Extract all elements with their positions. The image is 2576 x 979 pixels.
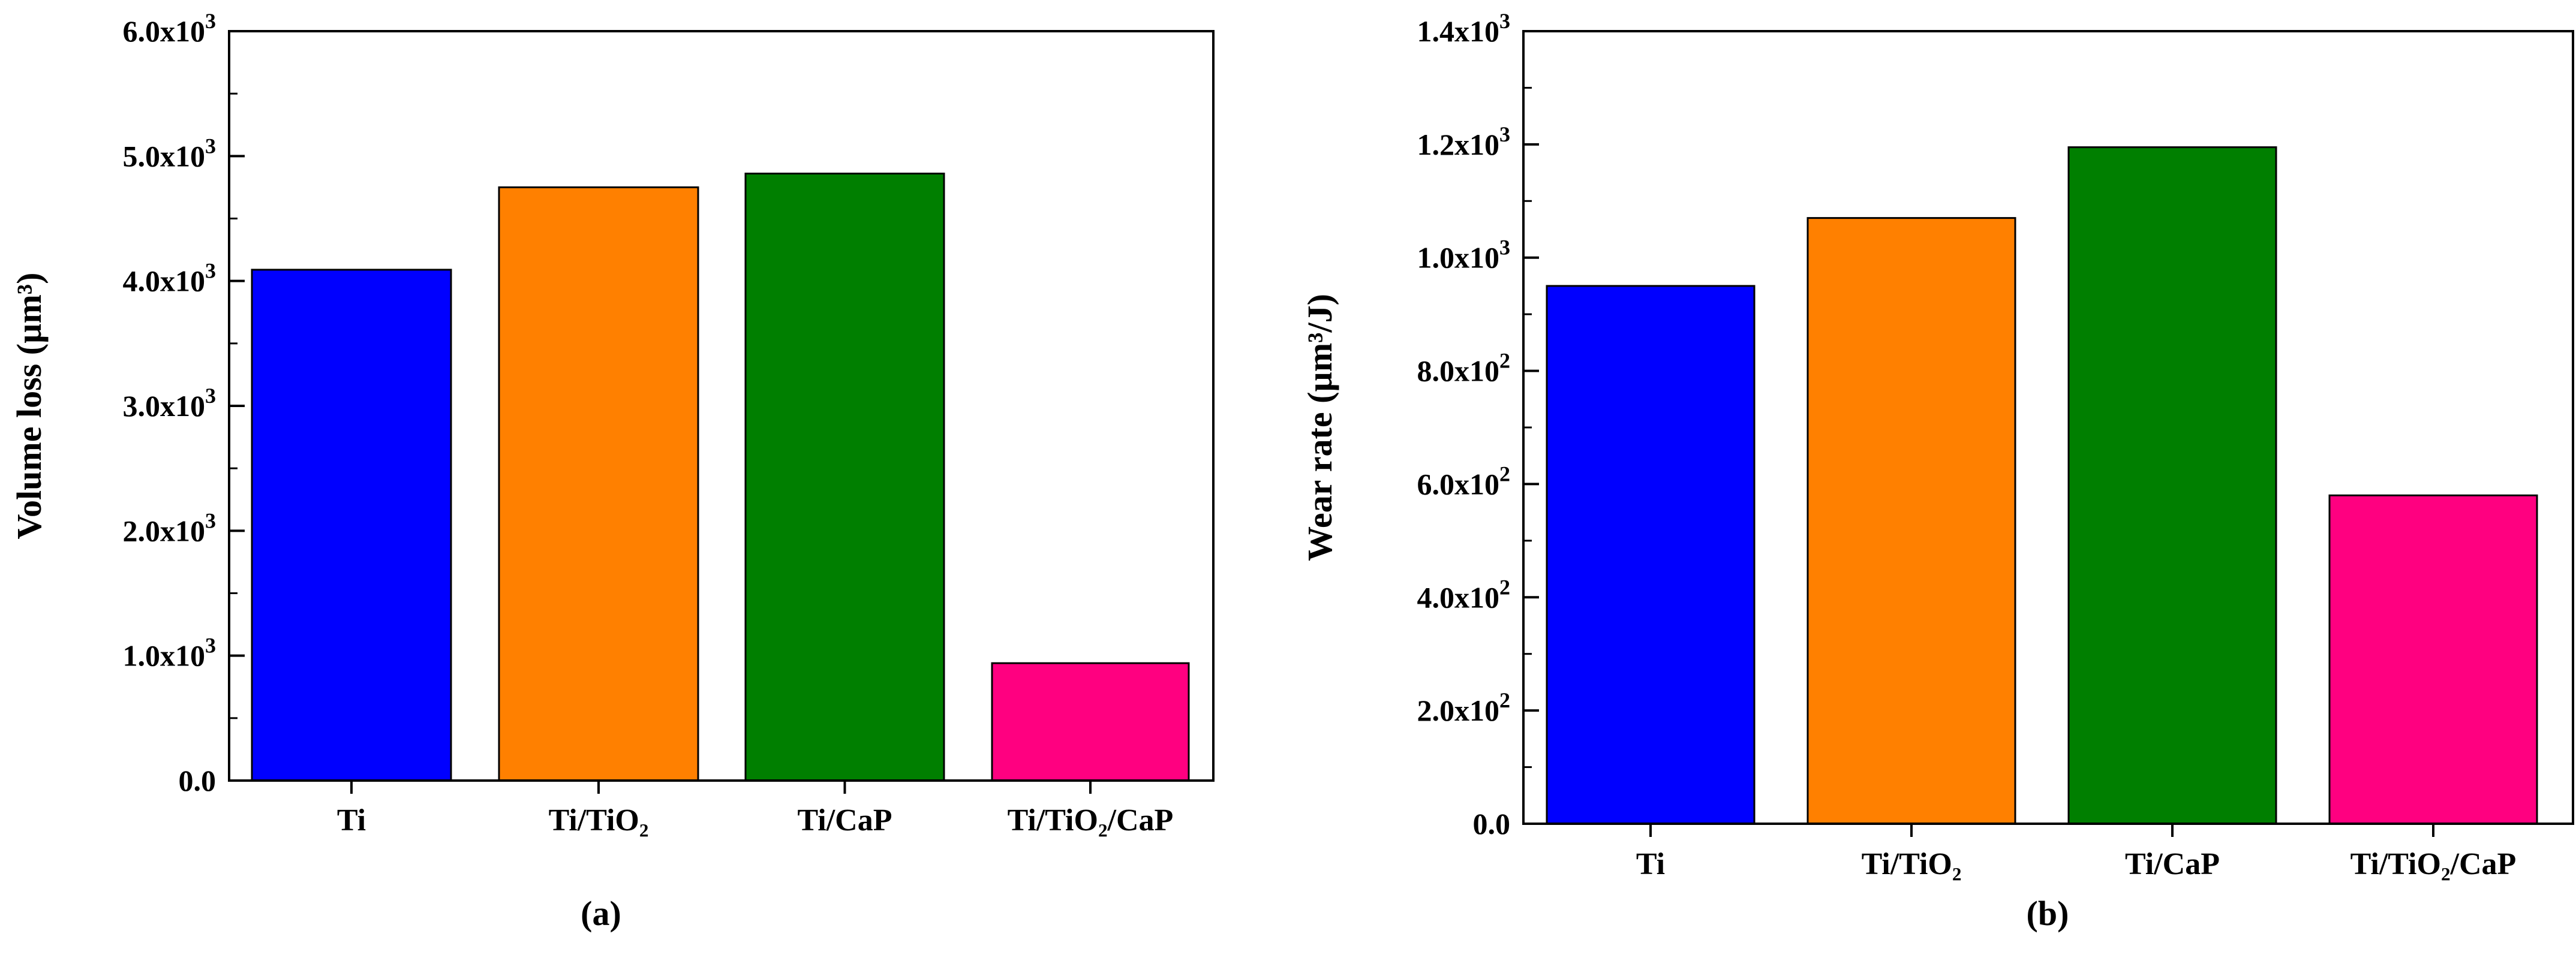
y-tick-label: 1.2x103: [1417, 122, 1511, 161]
y-tick-label: 5.0x103: [123, 134, 217, 173]
y-tick-label: 3.0x103: [123, 384, 217, 423]
bar-ti-tio-: [1806, 217, 2016, 825]
bar-ti-cap: [2067, 146, 2277, 825]
bar-ti: [1546, 285, 1756, 825]
x-tick-label: Ti/TiO₂: [1862, 847, 1962, 881]
panel-label: (a): [581, 894, 621, 933]
bar-ti-tio-cap: [2328, 494, 2538, 825]
y-tick-label: 1.0x103: [123, 634, 217, 673]
x-tick-label: Ti: [1636, 847, 1665, 881]
y-axis-title: Wear rate (µm³/J): [1300, 294, 1339, 561]
y-tick-label: 1.4x103: [1417, 9, 1511, 48]
x-tick-label: Ti/TiO₂/CaP: [1008, 803, 1174, 838]
x-tick-label: Ti: [337, 803, 366, 838]
chart-panel-a: 0.0 1.0x103 2.0x103 3.0x103 4.0x103 5.0x103 6.…: [10, 9, 1215, 933]
x-tick-label: Ti/TiO₂/CaP: [2350, 847, 2517, 881]
chart-panel-b: 0.0 2.0x102 4.0x102 6.0x102 8.0x102 1.0x103 1.…: [1300, 9, 2574, 933]
x-tick-label: Ti/CaP: [798, 803, 892, 838]
y-tick-label: 0.0: [179, 764, 217, 797]
y-tick-label: 6.0x103: [123, 9, 217, 48]
bar-ti-cap: [744, 173, 945, 782]
x-tick-label: Ti/CaP: [2125, 847, 2220, 881]
y-tick-label: 0.0: [1473, 807, 1511, 841]
y-tick-label: 1.0x103: [1417, 236, 1511, 275]
y-tick-label: 6.0x102: [1417, 462, 1511, 501]
y-tick-label: 8.0x102: [1417, 349, 1511, 388]
y-tick-label: 4.0x103: [123, 259, 217, 298]
bar-ti-tio-: [498, 186, 699, 782]
y-axis-title: Volume loss (µm³): [10, 273, 49, 540]
y-tick-label: 2.0x103: [123, 508, 217, 547]
bar-ti-tio-cap: [991, 662, 1190, 782]
y-tick-label: 4.0x102: [1417, 575, 1511, 614]
y-tick-label: 2.0x102: [1417, 688, 1511, 727]
bar-ti: [251, 269, 452, 782]
x-tick-label: Ti/TiO₂: [549, 803, 649, 838]
panel-label: (b): [2027, 894, 2069, 933]
